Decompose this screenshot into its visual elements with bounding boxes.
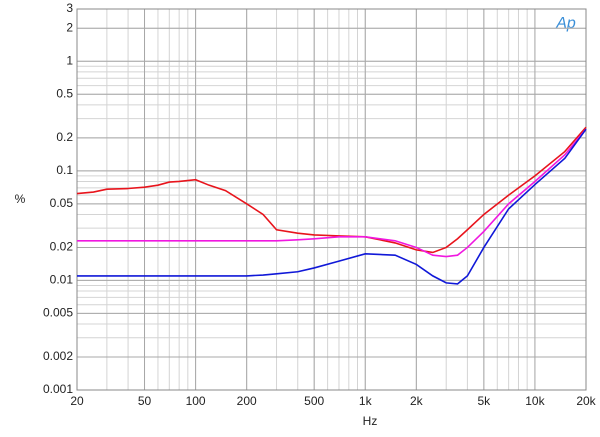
- y-tick-label: 0.001: [43, 382, 73, 396]
- data-line: [77, 128, 587, 285]
- x-tick-label: 50: [138, 394, 152, 408]
- y-tick-label: 2: [66, 20, 73, 34]
- y-tick-label: 3: [66, 1, 73, 15]
- y-tick-label: 1: [66, 53, 73, 67]
- data-line: [76, 126, 587, 254]
- x-tick-label: 10k: [525, 394, 545, 408]
- data-line: [77, 128, 587, 258]
- x-tick-label: 100: [186, 394, 206, 408]
- y-tick-label: 0.005: [43, 306, 73, 320]
- y-tick-label: 0.01: [50, 273, 74, 287]
- x-tick-label: 200: [237, 394, 257, 408]
- x-tick-label: 1k: [359, 394, 373, 408]
- y-tick-label: 0.1: [56, 163, 73, 177]
- x-tick-label: 20k: [576, 394, 596, 408]
- x-tick-label: 2k: [410, 394, 424, 408]
- x-tick-label: 500: [304, 394, 324, 408]
- plot-frame: [76, 8, 587, 391]
- x-tick-label: 20: [70, 394, 84, 408]
- logo: Ap: [555, 15, 576, 32]
- y-tick-label: 0.5: [56, 86, 73, 100]
- x-axis-label: Hz: [363, 414, 378, 428]
- y-tick-label: 0.05: [50, 196, 74, 210]
- y-tick-label: 0.2: [56, 130, 73, 144]
- y-tick-label: 0.002: [43, 349, 73, 363]
- x-tick-label: 5k: [478, 394, 492, 408]
- y-axis-label: %: [15, 192, 26, 206]
- y-tick-label: 0.02: [50, 240, 74, 254]
